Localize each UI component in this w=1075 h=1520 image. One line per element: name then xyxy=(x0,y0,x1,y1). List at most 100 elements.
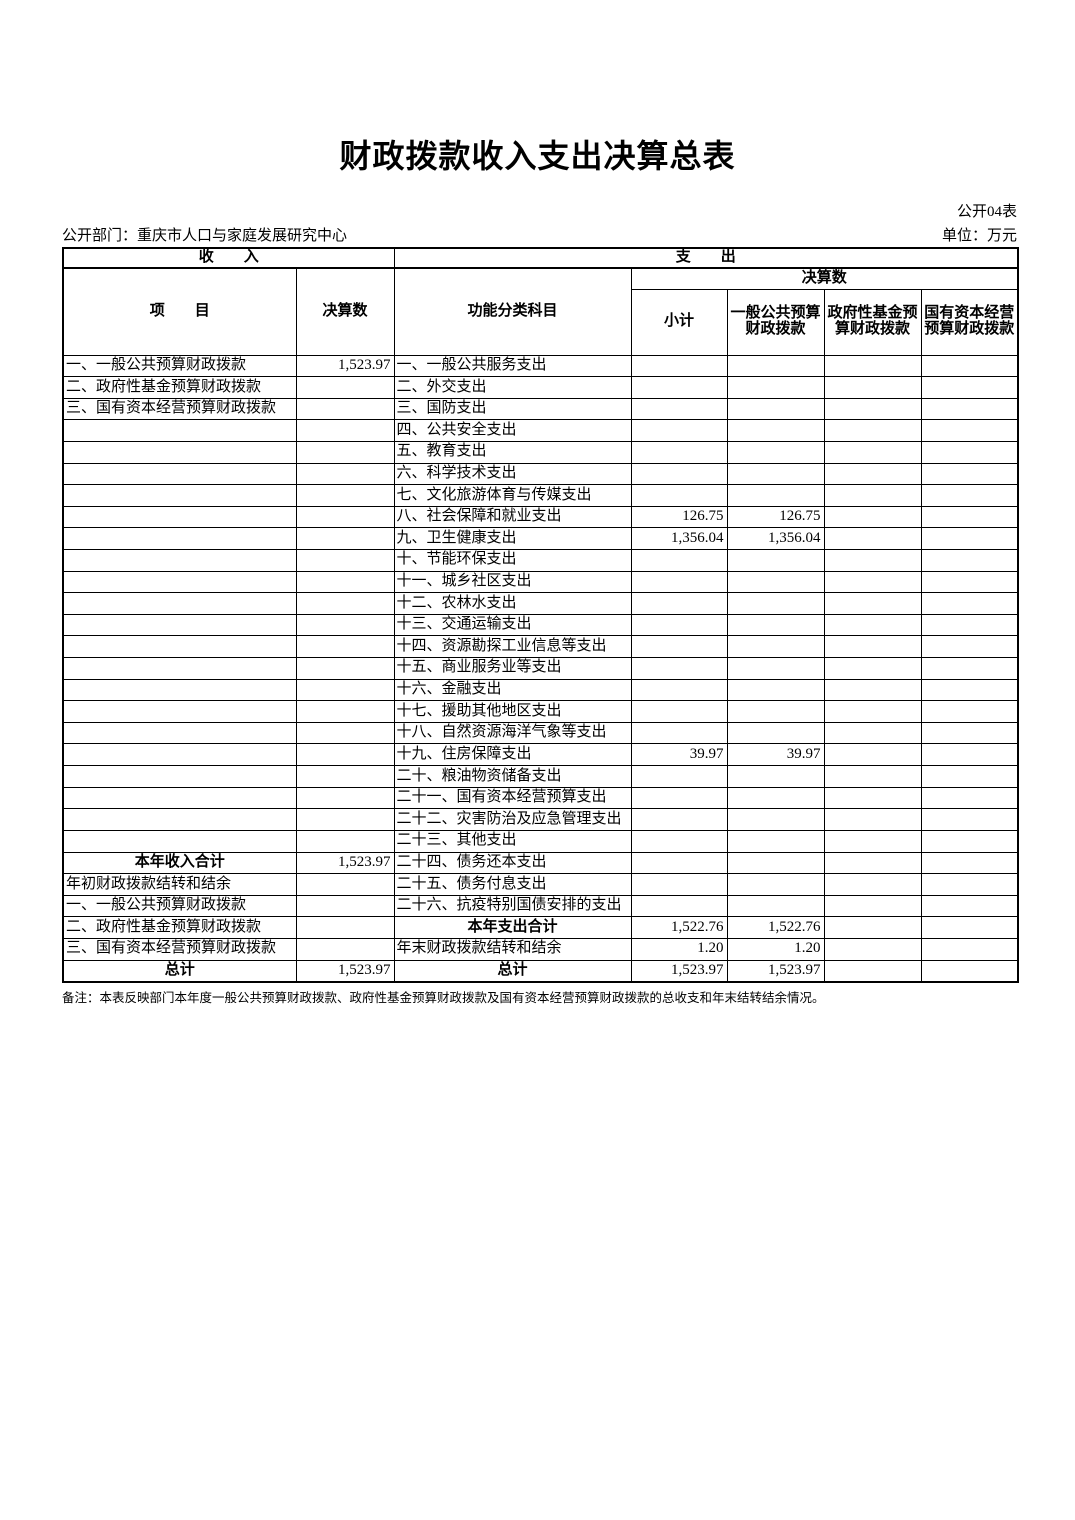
table-row: 十四、资源勘探工业信息等支出 xyxy=(62,635,1019,659)
subtotal-value-cell xyxy=(630,548,728,572)
subtotal-value-cell xyxy=(630,873,728,896)
general-budget-value-cell xyxy=(726,765,825,788)
fund-budget-value-cell xyxy=(823,548,922,572)
expense-item-cell: 十七、援助其他地区支出 xyxy=(393,700,632,723)
income-value-cell xyxy=(295,937,395,961)
expense-item-cell: 总计 xyxy=(393,959,632,983)
capital-budget-value-cell xyxy=(920,916,1019,939)
income-item-cell xyxy=(62,505,297,529)
income-value-cell: 1,523.97 xyxy=(295,851,395,875)
income-item-cell xyxy=(62,635,297,659)
fund-budget-value-cell xyxy=(823,354,922,378)
income-value-cell xyxy=(295,678,395,702)
expense-item-cell: 十六、金融支出 xyxy=(393,678,632,702)
capital-budget-value-cell xyxy=(920,700,1019,723)
table-row: 十五、商业服务业等支出 xyxy=(62,657,1019,680)
income-value-cell xyxy=(295,786,395,810)
general-budget-value-cell xyxy=(726,484,825,507)
table-body: 一、一般公共预算财政拨款 1,523.97 一、一般公共服务支出 二、政府性基金预算财… xyxy=(62,354,1019,983)
expense-item-cell: 二十二、灾害防治及应急管理支出 xyxy=(393,808,632,831)
income-item-cell: 总计 xyxy=(62,959,297,983)
fund-budget-value-cell xyxy=(823,765,922,788)
expense-item-cell: 二十、粮油物资储备支出 xyxy=(393,765,632,788)
general-budget-value-cell xyxy=(726,440,825,464)
income-value-cell xyxy=(295,397,395,421)
general-budget-value-cell xyxy=(726,462,825,486)
fund-budget-value-cell xyxy=(823,937,922,961)
income-value-cell xyxy=(295,829,395,853)
capital-budget-value-cell xyxy=(920,570,1019,594)
fund-budget-value-cell xyxy=(823,916,922,939)
income-value-cell xyxy=(295,527,395,550)
general-budget-value-cell xyxy=(726,613,825,637)
subtotal-value-cell xyxy=(630,484,728,507)
general-budget-value-cell xyxy=(726,592,825,615)
income-item-cell xyxy=(62,419,297,442)
capital-budget-value-cell xyxy=(920,548,1019,572)
capital-budget-value-cell xyxy=(920,808,1019,831)
expense-item-cell: 十五、商业服务业等支出 xyxy=(393,657,632,680)
expense-item-cell: 十三、交通运输支出 xyxy=(393,613,632,637)
income-value-cell xyxy=(295,440,395,464)
expense-item-cell: 十、节能环保支出 xyxy=(393,548,632,572)
state-capital-budget-column-header: 国有资本经营预算财政拨款 xyxy=(920,288,1019,356)
expense-item-cell: 九、卫生健康支出 xyxy=(393,527,632,550)
expense-item-cell: 一、一般公共服务支出 xyxy=(393,354,632,378)
subtotal-value-cell xyxy=(630,657,728,680)
income-item-cell xyxy=(62,765,297,788)
income-value-cell xyxy=(295,700,395,723)
capital-budget-value-cell xyxy=(920,851,1019,875)
subtotal-value-cell xyxy=(630,786,728,810)
functional-category-column-header: 功能分类科目 xyxy=(393,267,632,356)
table-row: 三、国有资本经营预算财政拨款 年末财政拨款结转和结余 1.20 1.20 xyxy=(62,937,1019,961)
income-value-cell xyxy=(295,462,395,486)
subtotal-value-cell xyxy=(630,462,728,486)
subtotal-value-cell xyxy=(630,376,728,399)
general-budget-value-cell xyxy=(726,894,825,918)
expense-item-cell: 五、教育支出 xyxy=(393,440,632,464)
capital-budget-value-cell xyxy=(920,937,1019,961)
income-value-cell xyxy=(295,419,395,442)
table-row: 二十三、其他支出 xyxy=(62,829,1019,853)
income-final-column-header: 决算数 xyxy=(295,267,395,356)
fund-budget-value-cell xyxy=(823,786,922,810)
income-value-cell xyxy=(295,548,395,572)
income-item-cell xyxy=(62,570,297,594)
general-budget-value-cell: 1,522.76 xyxy=(726,916,825,939)
subtotal-value-cell xyxy=(630,808,728,831)
table-row: 十七、援助其他地区支出 xyxy=(62,700,1019,723)
fund-budget-value-cell xyxy=(823,873,922,896)
table-row: 三、国有资本经营预算财政拨款 三、国防支出 xyxy=(62,397,1019,421)
income-value-cell xyxy=(295,765,395,788)
expense-item-cell: 十一、城乡社区支出 xyxy=(393,570,632,594)
fund-budget-value-cell xyxy=(823,505,922,529)
expense-item-cell: 年末财政拨款结转和结余 xyxy=(393,937,632,961)
subtotal-value-cell xyxy=(630,721,728,745)
expense-item-cell: 七、文化旅游体育与传媒支出 xyxy=(393,484,632,507)
income-item-cell: 三、国有资本经营预算财政拨款 xyxy=(62,937,297,961)
general-budget-value-cell xyxy=(726,397,825,421)
subtotal-value-cell: 126.75 xyxy=(630,505,728,529)
subtotal-value-cell xyxy=(630,440,728,464)
income-value-cell xyxy=(295,635,395,659)
table-row: 年初财政拨款结转和结余 二十五、债务付息支出 xyxy=(62,873,1019,896)
general-budget-value-cell xyxy=(726,786,825,810)
income-value-cell: 1,523.97 xyxy=(295,354,395,378)
income-value-cell xyxy=(295,570,395,594)
general-public-budget-column-header: 一般公共预算财政拨款 xyxy=(726,288,825,356)
expense-item-cell: 十二、农林水支出 xyxy=(393,592,632,615)
general-budget-value-cell xyxy=(726,873,825,896)
subtotal-column-header: 小计 xyxy=(630,288,728,356)
capital-budget-value-cell xyxy=(920,873,1019,896)
expense-item-cell: 二十四、债务还本支出 xyxy=(393,851,632,875)
capital-budget-value-cell xyxy=(920,376,1019,399)
subtotal-value-cell xyxy=(630,894,728,918)
income-value-cell xyxy=(295,657,395,680)
fund-budget-value-cell xyxy=(823,419,922,442)
subtotal-value-cell xyxy=(630,678,728,702)
expense-item-cell: 十九、住房保障支出 xyxy=(393,743,632,767)
table-row: 二十一、国有资本经营预算支出 xyxy=(62,786,1019,810)
fund-budget-value-cell xyxy=(823,959,922,983)
income-value-cell xyxy=(295,873,395,896)
subtotal-value-cell xyxy=(630,765,728,788)
